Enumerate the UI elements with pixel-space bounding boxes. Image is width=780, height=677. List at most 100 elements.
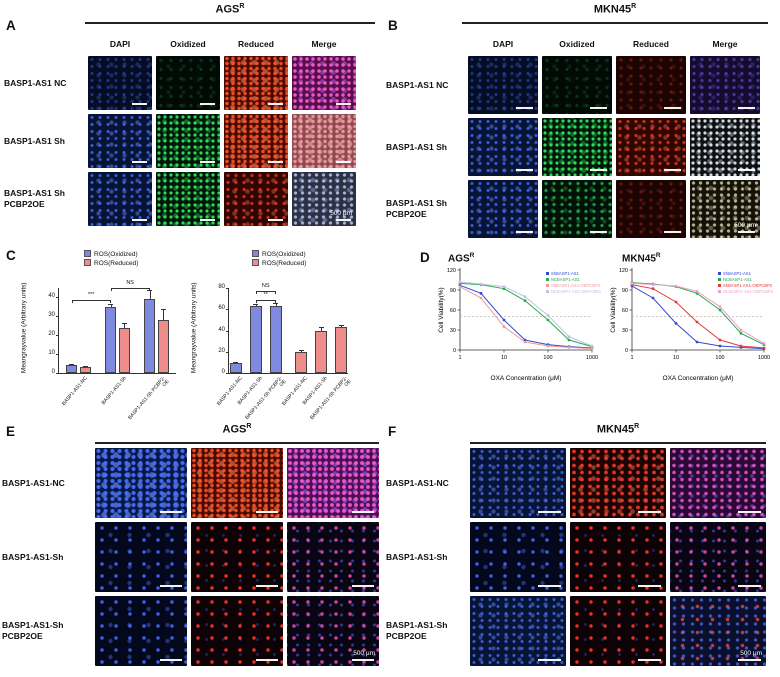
y-tick-label: 0 <box>51 369 55 375</box>
micro-image-merge <box>287 522 379 592</box>
svg-text:120: 120 <box>619 268 628 274</box>
micro-image-dapi <box>95 448 187 518</box>
panel-d-label: D <box>420 250 430 265</box>
micro-image-dapi <box>88 114 152 168</box>
micro-image-reduced <box>616 56 686 114</box>
x-tick-label: BASP1-AS1-Sh PCBP2-OE <box>309 375 353 421</box>
svg-text:30: 30 <box>450 328 456 334</box>
micro-image-merge <box>670 522 766 592</box>
panel-b-title: MKN45R <box>462 3 768 16</box>
legend-item: ROS(Reduced) <box>252 259 306 268</box>
bar <box>249 306 262 373</box>
title-sup: R <box>655 252 661 259</box>
micro-image-red <box>570 522 666 592</box>
legend-item: ROS(Oxidized) <box>252 250 306 259</box>
column-header-reduced: Reduced <box>633 39 669 49</box>
column-header-merge: Merge <box>311 39 337 49</box>
svg-text:100: 100 <box>715 355 724 361</box>
y-tick <box>226 373 229 374</box>
error-bar-cap <box>108 304 114 306</box>
micro-image-dapi <box>470 522 566 592</box>
svg-text:0: 0 <box>625 348 628 354</box>
error-bar <box>255 303 257 307</box>
row-label: BASP1-AS1 NC <box>386 79 449 90</box>
micro-image-dapi <box>468 56 538 114</box>
legend-label: ROS(Oxidized) <box>94 251 138 258</box>
micro-image-dapi <box>470 596 566 666</box>
sig-bracket <box>255 299 276 303</box>
panel-b-title-sup: R <box>631 3 637 10</box>
legend-swatch-reduced <box>252 259 259 266</box>
panel-f-title: MKN45R <box>470 423 766 436</box>
scale-bar-label: 500 μm <box>330 210 352 217</box>
panel-f-label: F <box>388 424 397 439</box>
svg-text:NCBASP1-AS1: NCBASP1-AS1 <box>723 277 753 282</box>
svg-text:NCBASP1-AS1-OEPCBP2: NCBASP1-AS1-OEPCBP2 <box>551 289 602 294</box>
micro-image-reduced <box>224 172 288 226</box>
micro-image-merge <box>292 56 356 110</box>
svg-text:ShBASP1-AS1: ShBASP1-AS1 <box>551 271 580 276</box>
error-bar <box>149 289 151 300</box>
legend-label: ROS(Reduced) <box>94 260 139 267</box>
micro-image-merge: 500 μm <box>670 596 766 666</box>
micro-image-dapi <box>468 118 538 176</box>
micro-image-reduced <box>224 56 288 110</box>
sig-bracket <box>110 288 150 291</box>
micro-image-oxidized <box>542 180 612 238</box>
error-bar <box>124 322 126 328</box>
panel-f-grid: 500 μm <box>470 448 766 666</box>
y-tick <box>226 309 229 311</box>
bar <box>269 306 282 373</box>
panel-c-label: C <box>6 248 16 263</box>
bar <box>65 365 78 373</box>
row-label: BASP1-AS1-Sh PCBP2OE <box>386 620 448 641</box>
y-tick <box>56 335 59 337</box>
panel-e-title-text: AGS <box>222 423 247 436</box>
row-label: BASP1-AS1 NC <box>4 77 67 88</box>
bar <box>104 306 117 373</box>
svg-text:NCBASP1-AS1: NCBASP1-AS1 <box>551 277 581 282</box>
micro-image-merge <box>690 56 760 114</box>
x-tick-label: BASP1-AS1-NC <box>60 375 89 407</box>
row-label: BASP1-AS1-Sh <box>2 551 64 562</box>
panel-a-title: AGSR <box>85 3 375 16</box>
row-label: BASP1-AS1-Sh <box>386 551 448 562</box>
y-tick-label: 40 <box>48 293 55 300</box>
y-tick-label: 20 <box>48 331 55 338</box>
x-tick-label: BASP1-AS1-Sh PCBP2-OE <box>126 375 171 421</box>
bar-chart-oxidized-reduced-2: 0 20 40 60 80 BASP1-AS1-NC BASP1-AS1-Sh BASP1-A… <box>216 283 353 421</box>
micro-image-dapi <box>95 596 187 666</box>
bar <box>79 367 92 373</box>
y-tick-label: 0 <box>221 369 225 375</box>
svg-text:90: 90 <box>622 288 628 294</box>
column-header-oxidized: Oxidized <box>170 39 206 49</box>
sig-bracket <box>255 290 276 294</box>
svg-text:90: 90 <box>450 288 456 294</box>
column-header-reduced: Reduced <box>238 39 274 49</box>
y-tick <box>226 288 229 289</box>
error-bar <box>321 327 323 331</box>
svg-text:ShBASP1-AS1: ShBASP1-AS1 <box>723 271 752 276</box>
svg-text:1000: 1000 <box>758 355 770 361</box>
micro-image-oxidized <box>156 172 220 226</box>
bar-chart-2-ylabel: Meangrayvalue (Arbitrary units) <box>190 282 198 374</box>
sig-label: NS <box>126 280 134 286</box>
svg-text:30: 30 <box>622 328 628 334</box>
sig-label: *** <box>87 291 95 298</box>
y-tick-label: 30 <box>48 312 55 319</box>
panel-e-grid: 500 μm <box>95 448 379 666</box>
panel-e-title-sup: R <box>246 423 252 430</box>
error-bar-cap <box>318 327 324 329</box>
legend-swatch-oxidized <box>252 250 259 257</box>
micro-image-dapi <box>95 522 187 592</box>
panel-e-title: AGSR <box>95 423 379 436</box>
row-label: BASP1-AS1 Sh PCBP2OE <box>4 188 65 209</box>
scale-bar-label: 500 μm <box>353 650 375 657</box>
column-header-merge: Merge <box>712 39 738 49</box>
bar <box>335 327 348 373</box>
scale-bar-label: 500 μm <box>740 650 762 657</box>
svg-text:1000: 1000 <box>586 355 598 361</box>
error-bar <box>275 303 277 307</box>
panel-a-label: A <box>6 18 16 33</box>
